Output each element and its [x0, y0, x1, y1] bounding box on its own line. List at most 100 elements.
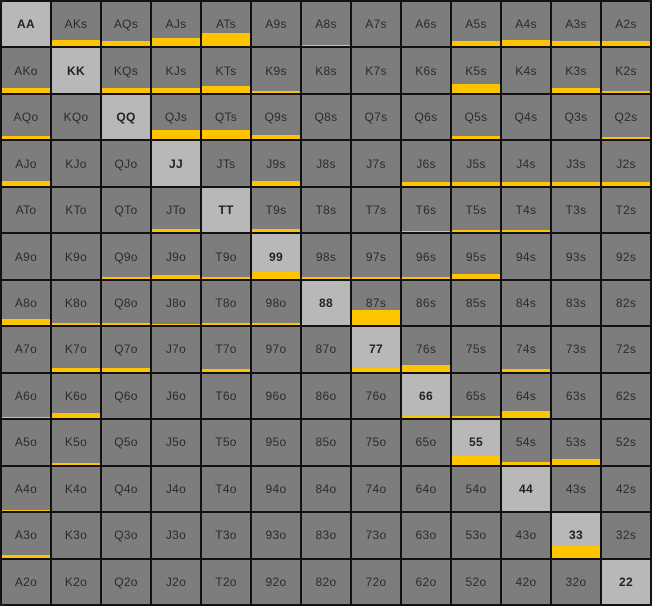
hand-cell-83o[interactable]: 83o [302, 513, 350, 558]
hand-cell-63s[interactable]: 63s [552, 373, 600, 419]
hand-cell-t9o[interactable]: T9o [202, 234, 250, 279]
hand-cell-93s[interactable]: 93s [552, 234, 600, 279]
hand-cell-q4o[interactable]: Q4o [102, 466, 150, 512]
hand-cell-43s[interactable]: 43s [552, 466, 600, 512]
hand-cell-kjo[interactable]: KJo [52, 141, 100, 186]
hand-cell-q4s[interactable]: Q4s [502, 94, 550, 140]
hand-cell-t5s[interactable]: T5s [452, 187, 500, 233]
hand-cell-73s[interactable]: 73s [552, 327, 600, 372]
hand-cell-t3o[interactable]: T3o [202, 513, 250, 558]
hand-cell-32o[interactable]: 32o [552, 559, 600, 604]
hand-cell-t8o[interactable]: T8o [202, 280, 250, 326]
hand-cell-j7s[interactable]: J7s [352, 141, 400, 186]
hand-cell-75o[interactable]: 75o [352, 420, 400, 465]
hand-cell-54o[interactable]: 54o [452, 466, 500, 512]
hand-cell-97s[interactable]: 97s [352, 234, 400, 279]
hand-cell-j5o[interactable]: J5o [152, 420, 200, 465]
hand-cell-96o[interactable]: 96o [252, 373, 300, 419]
hand-cell-q9o[interactable]: Q9o [102, 234, 150, 279]
hand-cell-ajs[interactable]: AJs [152, 2, 200, 47]
hand-cell-k7o[interactable]: K7o [52, 327, 100, 372]
hand-cell-t4o[interactable]: T4o [202, 466, 250, 512]
hand-cell-k6o[interactable]: K6o [52, 373, 100, 419]
hand-cell-q6s[interactable]: Q6s [402, 94, 450, 140]
hand-cell-96s[interactable]: 96s [402, 234, 450, 279]
hand-cell-kts[interactable]: KTs [202, 48, 250, 93]
hand-cell-75s[interactable]: 75s [452, 327, 500, 372]
hand-cell-q3s[interactable]: Q3s [552, 94, 600, 140]
hand-cell-k8o[interactable]: K8o [52, 280, 100, 326]
hand-cell-88[interactable]: 88 [302, 280, 350, 326]
hand-cell-97o[interactable]: 97o [252, 327, 300, 372]
hand-cell-aqo[interactable]: AQo [2, 94, 50, 140]
hand-cell-t6o[interactable]: T6o [202, 373, 250, 419]
hand-cell-q2s[interactable]: Q2s [602, 94, 650, 140]
hand-cell-t4s[interactable]: T4s [502, 187, 550, 233]
hand-cell-j2s[interactable]: J2s [602, 141, 650, 186]
hand-cell-a5s[interactable]: A5s [452, 2, 500, 47]
hand-cell-53o[interactable]: 53o [452, 513, 500, 558]
hand-cell-j8o[interactable]: J8o [152, 280, 200, 326]
hand-cell-k2o[interactable]: K2o [52, 559, 100, 604]
hand-cell-95s[interactable]: 95s [452, 234, 500, 279]
hand-cell-kto[interactable]: KTo [52, 187, 100, 233]
hand-cell-66[interactable]: 66 [402, 373, 450, 419]
hand-cell-j3o[interactable]: J3o [152, 513, 200, 558]
hand-cell-93o[interactable]: 93o [252, 513, 300, 558]
hand-cell-94s[interactable]: 94s [502, 234, 550, 279]
hand-cell-a4o[interactable]: A4o [2, 466, 50, 512]
hand-cell-a6s[interactable]: A6s [402, 2, 450, 47]
hand-cell-j6s[interactable]: J6s [402, 141, 450, 186]
hand-cell-65o[interactable]: 65o [402, 420, 450, 465]
hand-cell-a7o[interactable]: A7o [2, 327, 50, 372]
hand-cell-a8o[interactable]: A8o [2, 280, 50, 326]
hand-cell-q8o[interactable]: Q8o [102, 280, 150, 326]
hand-cell-87o[interactable]: 87o [302, 327, 350, 372]
hand-cell-q6o[interactable]: Q6o [102, 373, 150, 419]
hand-cell-qq[interactable]: QQ [102, 94, 150, 140]
hand-cell-qjo[interactable]: QJo [102, 141, 150, 186]
hand-cell-33[interactable]: 33 [552, 513, 600, 558]
hand-cell-65s[interactable]: 65s [452, 373, 500, 419]
hand-cell-k6s[interactable]: K6s [402, 48, 450, 93]
hand-cell-kqs[interactable]: KQs [102, 48, 150, 93]
hand-cell-99[interactable]: 99 [252, 234, 300, 279]
hand-cell-j4s[interactable]: J4s [502, 141, 550, 186]
hand-cell-92s[interactable]: 92s [602, 234, 650, 279]
hand-cell-a5o[interactable]: A5o [2, 420, 50, 465]
hand-cell-52o[interactable]: 52o [452, 559, 500, 604]
hand-cell-42o[interactable]: 42o [502, 559, 550, 604]
hand-cell-q2o[interactable]: Q2o [102, 559, 150, 604]
hand-cell-qjs[interactable]: QJs [152, 94, 200, 140]
hand-cell-q5s[interactable]: Q5s [452, 94, 500, 140]
hand-cell-95o[interactable]: 95o [252, 420, 300, 465]
hand-cell-q7o[interactable]: Q7o [102, 327, 150, 372]
hand-cell-76s[interactable]: 76s [402, 327, 450, 372]
hand-cell-62o[interactable]: 62o [402, 559, 450, 604]
hand-cell-k7s[interactable]: K7s [352, 48, 400, 93]
hand-cell-k8s[interactable]: K8s [302, 48, 350, 93]
hand-cell-74s[interactable]: 74s [502, 327, 550, 372]
hand-cell-j9o[interactable]: J9o [152, 234, 200, 279]
hand-cell-63o[interactable]: 63o [402, 513, 450, 558]
hand-cell-j6o[interactable]: J6o [152, 373, 200, 419]
hand-cell-j4o[interactable]: J4o [152, 466, 200, 512]
hand-cell-92o[interactable]: 92o [252, 559, 300, 604]
hand-cell-84s[interactable]: 84s [502, 280, 550, 326]
hand-cell-82o[interactable]: 82o [302, 559, 350, 604]
hand-cell-a7s[interactable]: A7s [352, 2, 400, 47]
hand-cell-jto[interactable]: JTo [152, 187, 200, 233]
hand-cell-k4o[interactable]: K4o [52, 466, 100, 512]
hand-cell-a6o[interactable]: A6o [2, 373, 50, 419]
hand-cell-t6s[interactable]: T6s [402, 187, 450, 233]
hand-cell-a3o[interactable]: A3o [2, 513, 50, 558]
hand-cell-t7o[interactable]: T7o [202, 327, 250, 372]
hand-cell-k3o[interactable]: K3o [52, 513, 100, 558]
hand-cell-k4s[interactable]: K4s [502, 48, 550, 93]
hand-cell-52s[interactable]: 52s [602, 420, 650, 465]
hand-cell-jts[interactable]: JTs [202, 141, 250, 186]
hand-cell-k3s[interactable]: K3s [552, 48, 600, 93]
hand-cell-tt[interactable]: TT [202, 187, 250, 233]
hand-cell-a2s[interactable]: A2s [602, 2, 650, 47]
hand-cell-qto[interactable]: QTo [102, 187, 150, 233]
